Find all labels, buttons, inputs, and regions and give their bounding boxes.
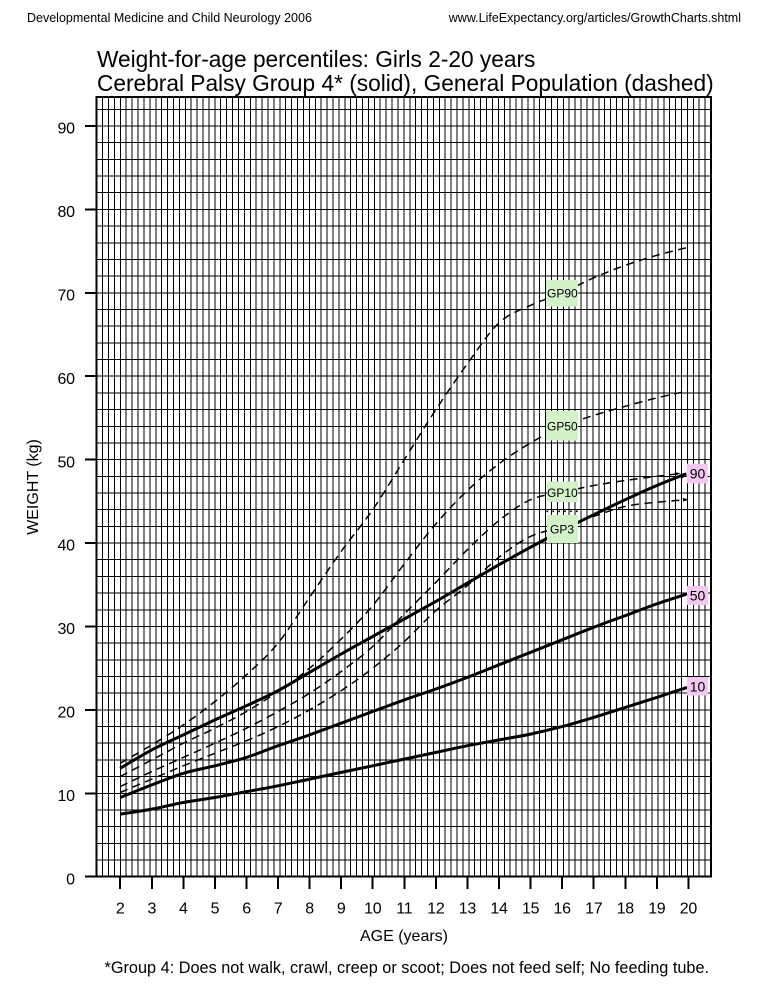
svg-text:80: 80 xyxy=(57,204,75,221)
svg-text:70: 70 xyxy=(57,287,75,304)
svg-text:90: 90 xyxy=(57,121,75,138)
svg-text:8: 8 xyxy=(305,901,314,918)
svg-text:11: 11 xyxy=(396,901,412,918)
svg-text:GP50: GP50 xyxy=(547,420,578,434)
svg-text:10: 10 xyxy=(57,788,75,805)
svg-text:5: 5 xyxy=(211,901,220,918)
svg-text:30: 30 xyxy=(57,621,75,638)
svg-text:17: 17 xyxy=(585,901,603,918)
svg-text:9: 9 xyxy=(337,901,346,918)
svg-text:GP90: GP90 xyxy=(547,287,578,301)
svg-text:AGE (years): AGE (years) xyxy=(360,928,448,945)
svg-text:*Group 4: Does not walk, crawl: *Group 4: Does not walk, crawl, creep or… xyxy=(105,959,710,977)
svg-text:Developmental Medicine and Chi: Developmental Medicine and Child Neurolo… xyxy=(27,11,312,25)
svg-text:7: 7 xyxy=(274,901,283,918)
svg-text:GP3: GP3 xyxy=(550,523,574,537)
svg-text:15: 15 xyxy=(522,901,540,918)
svg-text:2: 2 xyxy=(116,901,125,918)
svg-text:6: 6 xyxy=(242,901,251,918)
svg-text:WEIGHT (kg): WEIGHT (kg) xyxy=(25,439,42,535)
svg-text:20: 20 xyxy=(57,705,75,722)
svg-text:20: 20 xyxy=(680,901,698,918)
svg-text:50: 50 xyxy=(57,454,75,471)
svg-text:Cerebral Palsy Group 4* (solid: Cerebral Palsy Group 4* (solid), General… xyxy=(97,70,714,96)
svg-text:www.LifeExpectancy.org/article: www.LifeExpectancy.org/articles/GrowthCh… xyxy=(448,11,741,25)
svg-text:GP10: GP10 xyxy=(547,486,578,500)
svg-text:10: 10 xyxy=(690,679,706,695)
svg-text:13: 13 xyxy=(459,901,477,918)
svg-text:16: 16 xyxy=(553,901,571,918)
svg-text:14: 14 xyxy=(490,901,508,918)
svg-text:90: 90 xyxy=(690,466,706,482)
svg-text:0: 0 xyxy=(66,871,75,888)
svg-text:Weight-for-age percentiles: Gi: Weight-for-age percentiles: Girls 2-20 y… xyxy=(97,46,535,72)
svg-text:60: 60 xyxy=(57,371,75,388)
svg-text:4: 4 xyxy=(179,901,188,918)
svg-text:40: 40 xyxy=(57,538,75,555)
svg-text:10: 10 xyxy=(364,901,382,918)
svg-text:12: 12 xyxy=(427,901,445,918)
svg-text:18: 18 xyxy=(617,901,635,918)
svg-text:3: 3 xyxy=(147,901,156,918)
svg-text:19: 19 xyxy=(648,901,666,918)
svg-text:50: 50 xyxy=(690,588,706,604)
